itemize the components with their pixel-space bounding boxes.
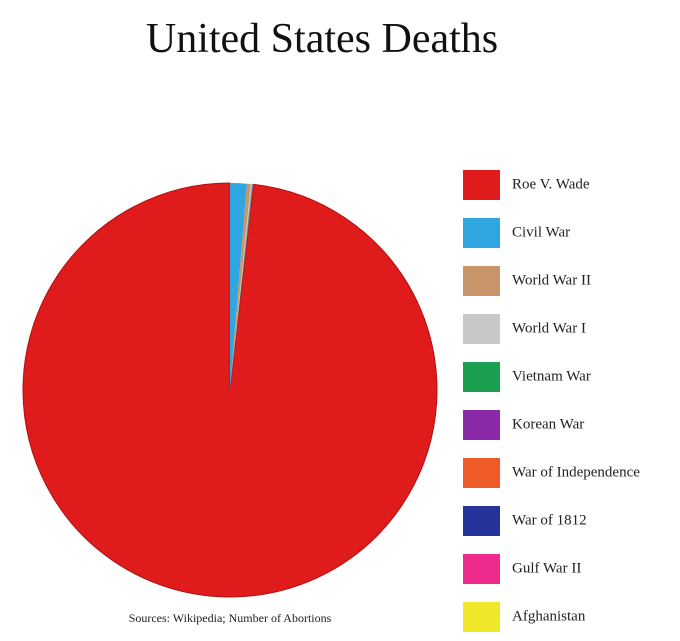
legend-label: Civil War: [512, 224, 570, 240]
legend-label: Roe V. Wade: [512, 176, 590, 192]
legend-label: Vietnam War: [512, 368, 591, 384]
pie-slice: [22, 182, 438, 598]
legend-label: World War I: [512, 320, 586, 336]
legend-label: Afghanistan: [512, 608, 586, 624]
legend-label: World War II: [512, 272, 591, 288]
pie-slice: [230, 184, 253, 390]
legend-swatch: [463, 602, 500, 632]
legend-swatch: [463, 266, 500, 296]
pie-slice: [230, 183, 247, 390]
pie-slice: [230, 184, 254, 390]
legend-swatch: [463, 218, 500, 248]
pie-slice: [230, 184, 254, 390]
chart-title: United States Deaths: [146, 16, 498, 62]
pie-slice: [230, 183, 251, 390]
legend-swatch: [463, 410, 500, 440]
pie-slice: [230, 184, 254, 390]
legend-label: War of Independence: [512, 464, 640, 480]
legend-swatch: [463, 362, 500, 392]
pie-slice: [230, 184, 254, 390]
legend-swatch: [463, 554, 500, 584]
source-note: Sources: Wikipedia; Number of Abortions: [129, 611, 332, 625]
legend-label: Gulf War II: [512, 560, 581, 576]
legend-swatch: [463, 314, 500, 344]
legend-swatch: [463, 458, 500, 488]
legend-swatch: [463, 170, 500, 200]
pie-slice: [230, 184, 254, 390]
legend-swatch: [463, 506, 500, 536]
legend-label: War of 1812: [512, 512, 587, 528]
legend-label: Korean War: [512, 416, 584, 432]
pie-slice: [230, 184, 253, 390]
